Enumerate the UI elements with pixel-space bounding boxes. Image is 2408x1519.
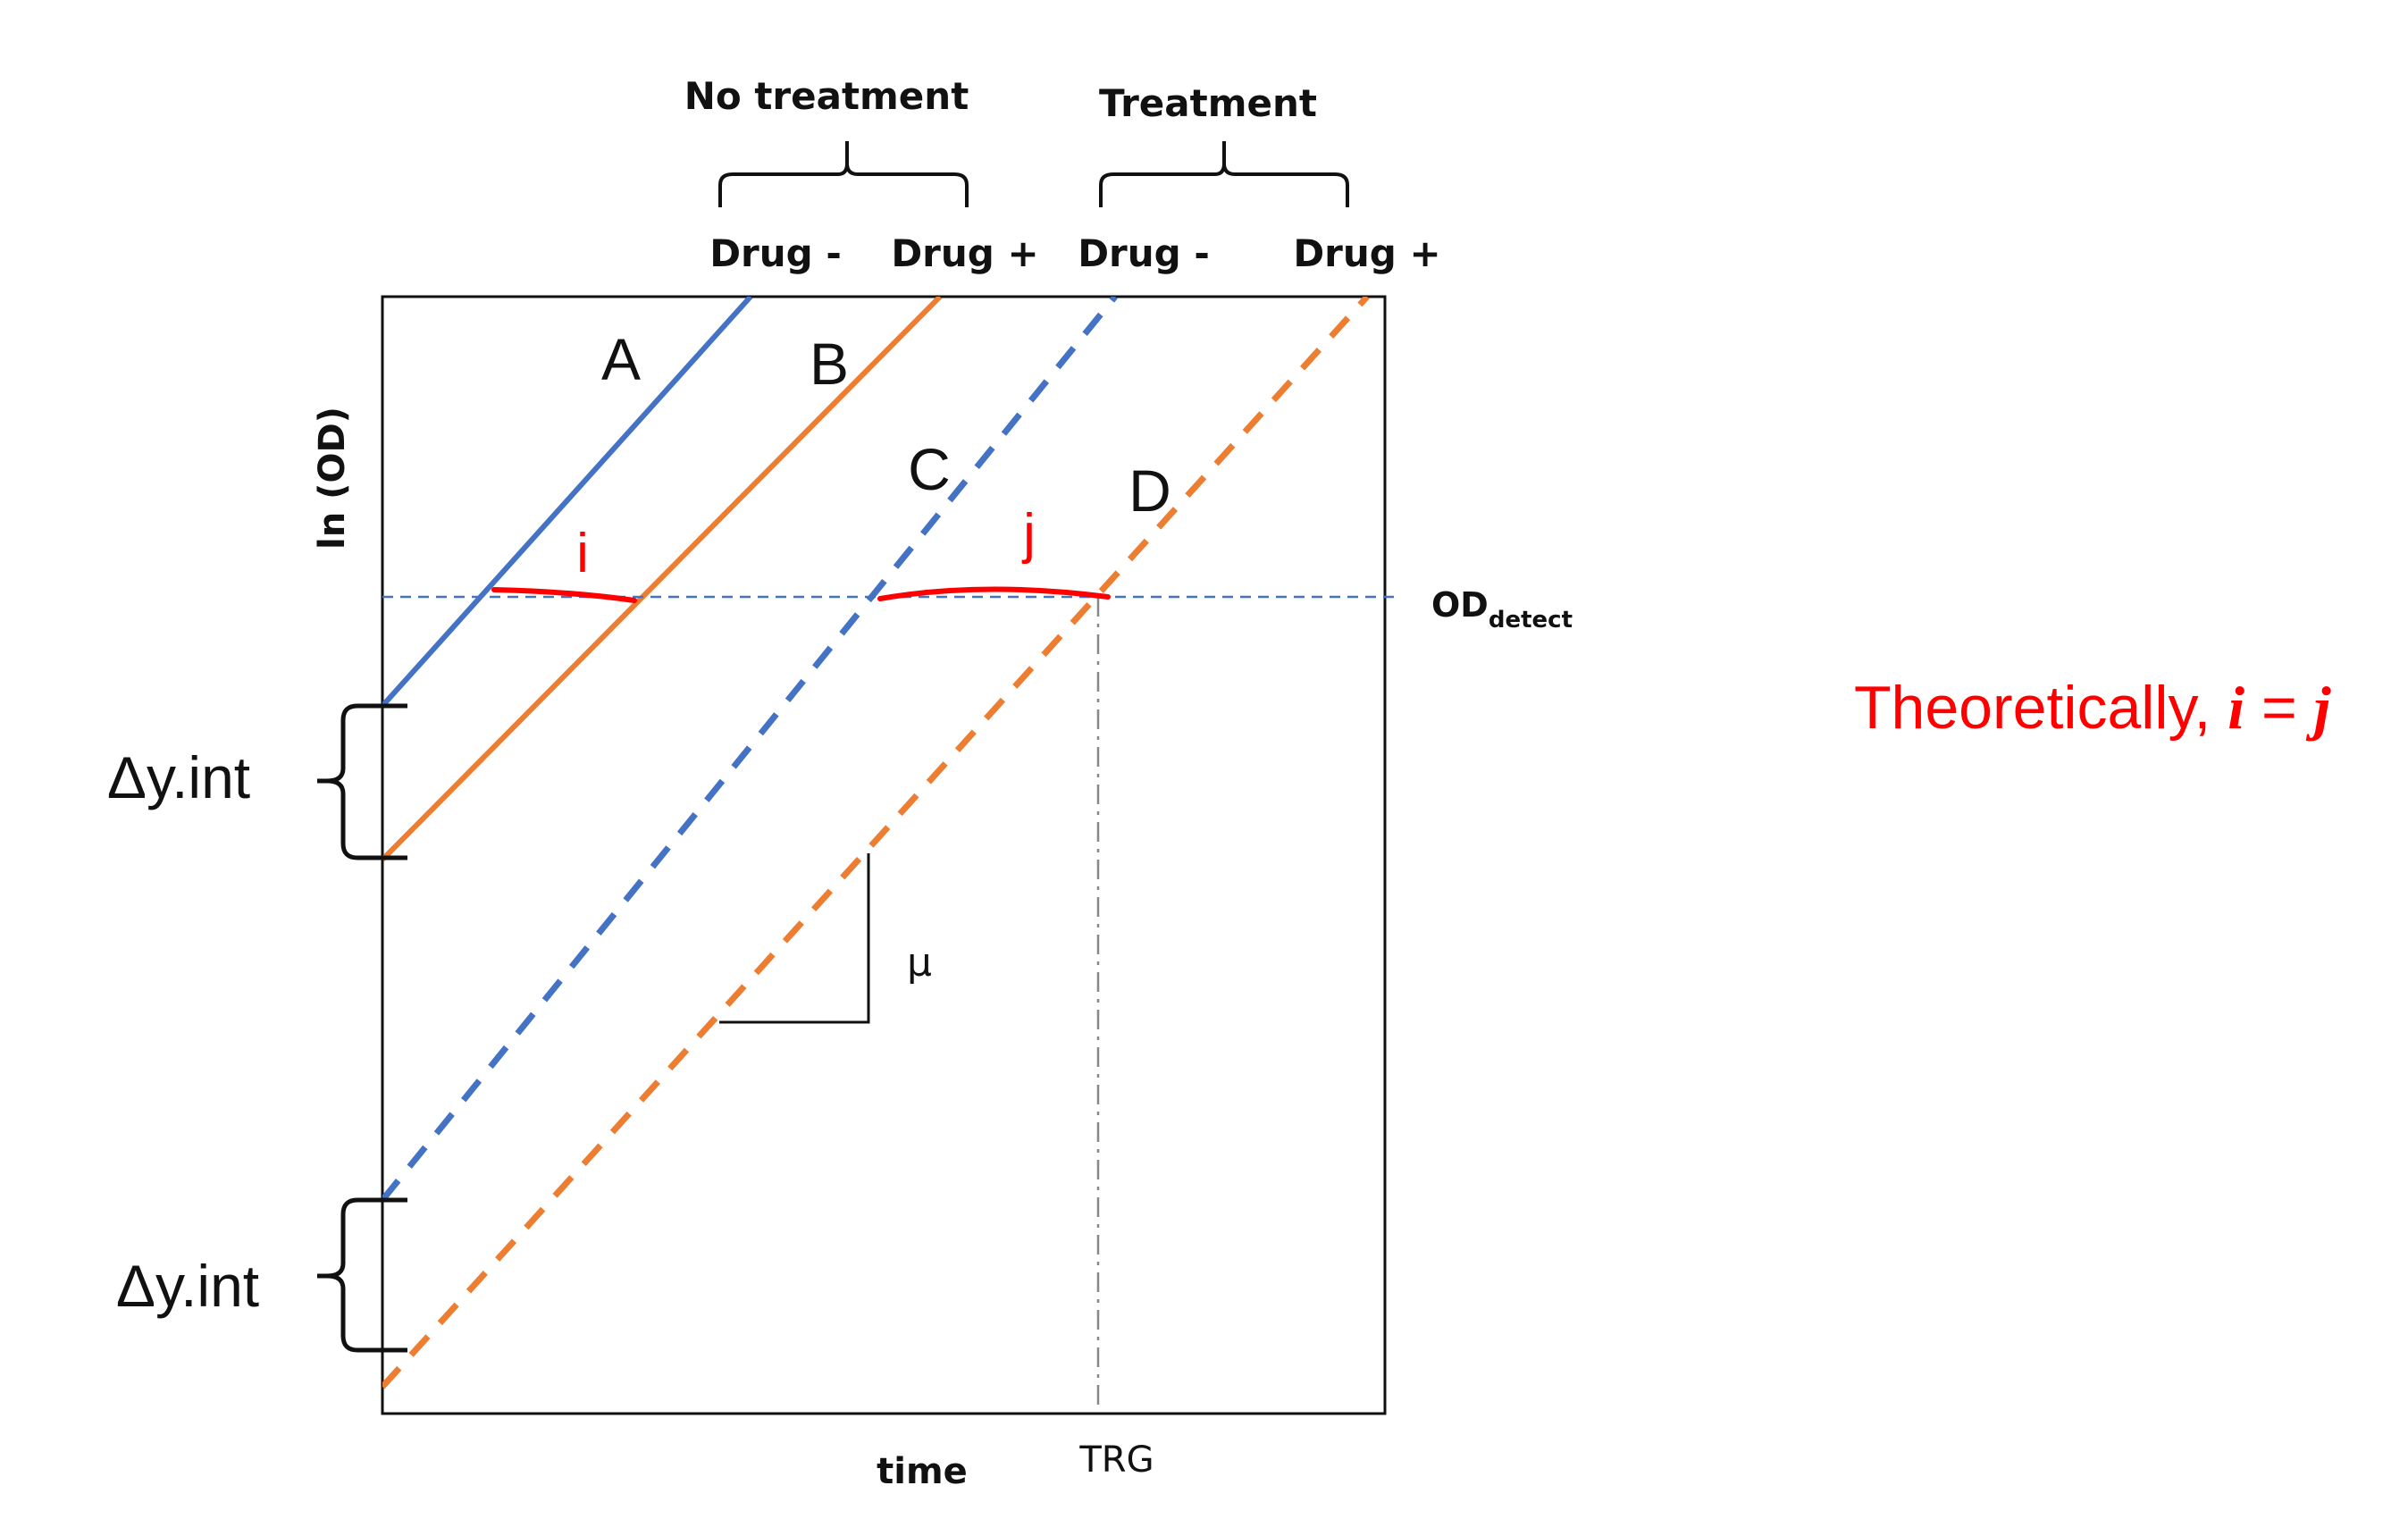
line-label-b: B <box>810 331 849 397</box>
j-mark: j <box>1021 503 1036 565</box>
od-detect-label-main: OD <box>1431 585 1489 625</box>
slope-triangle <box>719 853 870 1024</box>
i-mark: i <box>576 523 589 584</box>
j-underline <box>877 586 1111 601</box>
plot-frame <box>381 295 1387 1415</box>
intercept-brace-bottom <box>317 1197 407 1353</box>
condition-label-4: Drug + <box>1293 231 1440 275</box>
line-a <box>382 297 753 709</box>
od-detect-label-sub: detect <box>1489 607 1573 634</box>
theory-note: Theoretically, i = j <box>1854 674 2332 742</box>
group-label-no-treatment: No treatment <box>684 74 969 118</box>
line-label-c: C <box>908 436 951 502</box>
condition-label-3: Drug - <box>1078 231 1210 275</box>
theory-note-i: i <box>2228 674 2244 742</box>
intercept-brace-top <box>317 703 407 860</box>
theory-note-prefix: Theoretically, <box>1854 674 2228 742</box>
condition-label-1: Drug - <box>709 231 842 275</box>
condition-label-2: Drug + <box>891 231 1038 275</box>
slope-label: μ <box>907 940 932 986</box>
trg-label: TRG <box>1078 1439 1154 1481</box>
group-label-treatment: Treatment <box>1099 81 1317 125</box>
intercept-label-top: Δy.int <box>107 744 250 810</box>
brace-treatment <box>1099 141 1349 207</box>
line-d <box>382 297 1370 1389</box>
x-axis-label: time <box>877 1451 968 1492</box>
line-label-a: A <box>601 326 641 392</box>
brace-no-treatment <box>718 141 969 207</box>
intercept-label-bottom: Δy.int <box>116 1253 259 1319</box>
od-detect-label: ODdetect <box>1431 585 1573 634</box>
line-c <box>382 297 1118 1203</box>
i-underline <box>491 587 637 603</box>
line-label-d: D <box>1128 457 1171 524</box>
theory-note-eq: = <box>2244 674 2314 742</box>
line-b <box>382 297 943 862</box>
y-axis-label: ln (OD) <box>312 407 353 550</box>
